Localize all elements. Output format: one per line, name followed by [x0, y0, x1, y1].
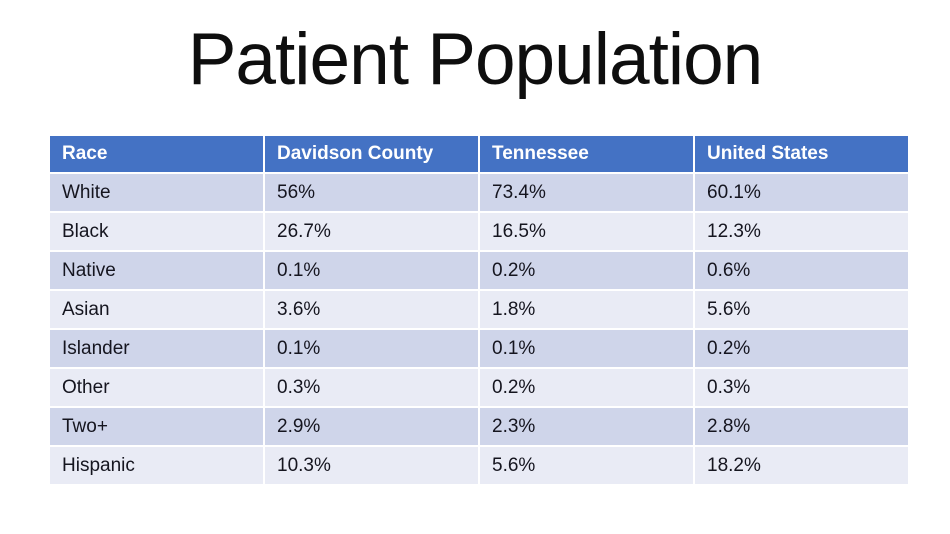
cell-value: 5.6% [695, 291, 908, 328]
table-row: Hispanic 10.3% 5.6% 18.2% [50, 447, 908, 484]
cell-value: 0.1% [265, 252, 478, 289]
table-row: Two+ 2.9% 2.3% 2.8% [50, 408, 908, 445]
table-row: Other 0.3% 0.2% 0.3% [50, 369, 908, 406]
cell-value: 16.5% [480, 213, 693, 250]
cell-value: 0.1% [480, 330, 693, 367]
cell-value: 0.3% [265, 369, 478, 406]
table-row: White 56% 73.4% 60.1% [50, 174, 908, 211]
table-header: Race Davidson County Tennessee United St… [50, 136, 908, 172]
cell-race-label: White [50, 174, 263, 211]
cell-value: 26.7% [265, 213, 478, 250]
cell-value: 60.1% [695, 174, 908, 211]
cell-value: 2.8% [695, 408, 908, 445]
cell-value: 1.8% [480, 291, 693, 328]
cell-value: 0.1% [265, 330, 478, 367]
cell-value: 0.2% [480, 252, 693, 289]
cell-value: 18.2% [695, 447, 908, 484]
cell-value: 10.3% [265, 447, 478, 484]
cell-value: 56% [265, 174, 478, 211]
column-header-race: Race [50, 136, 263, 172]
cell-race-label: Black [50, 213, 263, 250]
cell-race-label: Islander [50, 330, 263, 367]
table-header-row: Race Davidson County Tennessee United St… [50, 136, 908, 172]
cell-value: 0.2% [695, 330, 908, 367]
column-header-davidson-county: Davidson County [265, 136, 478, 172]
cell-race-label: Other [50, 369, 263, 406]
patient-population-table: Race Davidson County Tennessee United St… [48, 134, 910, 486]
column-header-united-states: United States [695, 136, 908, 172]
cell-race-label: Two+ [50, 408, 263, 445]
table-row: Black 26.7% 16.5% 12.3% [50, 213, 908, 250]
cell-value: 2.9% [265, 408, 478, 445]
cell-value: 0.3% [695, 369, 908, 406]
column-header-tennessee: Tennessee [480, 136, 693, 172]
cell-race-label: Native [50, 252, 263, 289]
cell-value: 5.6% [480, 447, 693, 484]
cell-value: 0.2% [480, 369, 693, 406]
cell-race-label: Hispanic [50, 447, 263, 484]
cell-value: 73.4% [480, 174, 693, 211]
page-title: Patient Population [187, 19, 764, 100]
cell-value: 2.3% [480, 408, 693, 445]
cell-value: 0.6% [695, 252, 908, 289]
cell-value: 3.6% [265, 291, 478, 328]
table-row: Asian 3.6% 1.8% 5.6% [50, 291, 908, 328]
table-row: Native 0.1% 0.2% 0.6% [50, 252, 908, 289]
table-row: Islander 0.1% 0.1% 0.2% [50, 330, 908, 367]
cell-value: 12.3% [695, 213, 908, 250]
cell-race-label: Asian [50, 291, 263, 328]
